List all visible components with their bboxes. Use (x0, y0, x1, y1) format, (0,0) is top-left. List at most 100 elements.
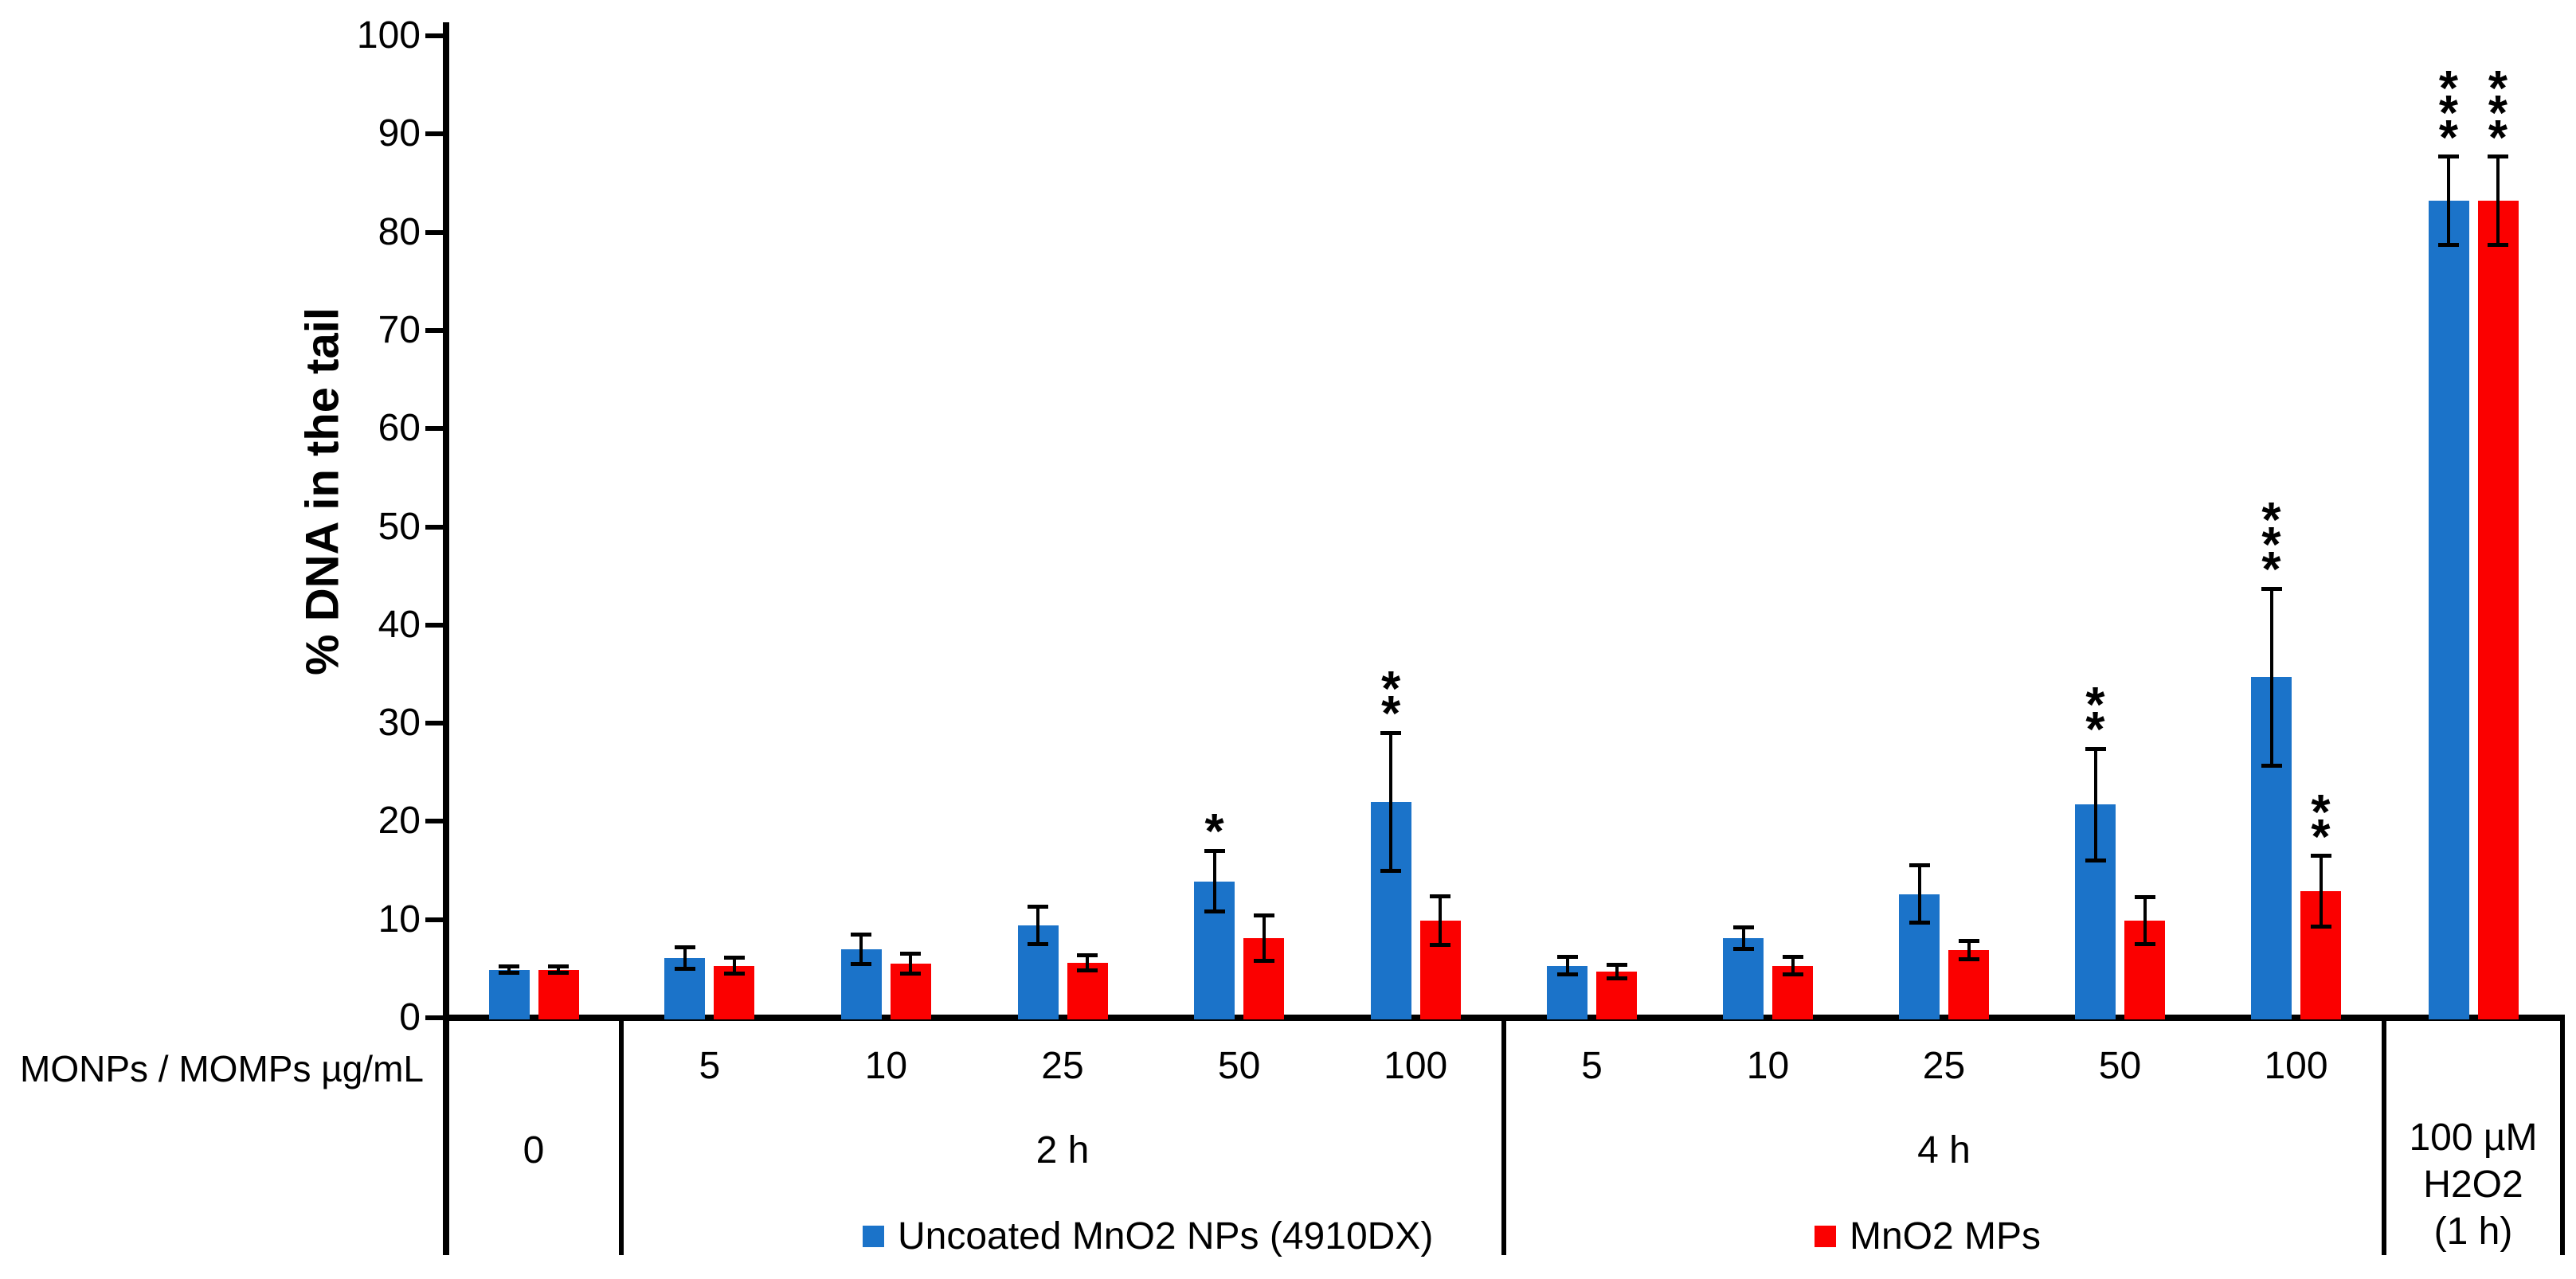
error-bar-cap-top (2310, 854, 2331, 859)
y-tick-label: 80 (378, 210, 421, 253)
error-bar-cap-top (1253, 913, 1274, 918)
error-bar-cap-top (1028, 905, 1048, 909)
error-bar-cap-top (1204, 848, 1225, 853)
error-bar-cap-top (1606, 962, 1627, 967)
error-bar-cap-bottom (1380, 868, 1402, 873)
error-bar-cap-bottom (2488, 243, 2508, 248)
error-bar-cap-bottom (1958, 956, 1979, 961)
error-bar-whisker (1791, 956, 1795, 975)
group-divider (1501, 1021, 1506, 1255)
error-bar-cap-bottom (851, 961, 872, 966)
significance-asterisks: * * * (2488, 61, 2508, 166)
error-bar-cap-top (1380, 730, 1402, 735)
significance-asterisks: * (1204, 804, 1224, 860)
y-tick-label: 0 (399, 996, 421, 1038)
y-tick-label: 100 (356, 14, 421, 57)
y-tick-label: 90 (378, 112, 421, 155)
x-concentration-label: 5 (699, 1045, 721, 1087)
y-tick-label: 50 (378, 505, 421, 548)
y-tick-label: 30 (378, 702, 421, 745)
error-bar-whisker (683, 947, 687, 969)
y-tick-mark (425, 1015, 443, 1020)
error-bar-cap-top (2438, 154, 2459, 159)
y-tick-label: 40 (378, 603, 421, 646)
y-tick-mark (425, 524, 443, 530)
legend-marker-red (1815, 1226, 1836, 1247)
legend-label-blue: Uncoated MnO2 NPs (4910DX) (898, 1215, 1434, 1257)
error-bar-cap-top (1732, 925, 1754, 930)
y-tick-mark (425, 131, 443, 137)
error-bar-cap-bottom (1077, 968, 1098, 973)
error-bar-cap-bottom (1909, 920, 1930, 925)
error-bar-whisker (2093, 749, 2097, 861)
y-tick-mark (425, 327, 443, 333)
x-concentration-label: 25 (1041, 1045, 1084, 1087)
x-group-label: 0 (523, 1129, 545, 1171)
error-bar-cap-top (900, 952, 922, 956)
error-bar-whisker (557, 966, 560, 973)
error-bar-cap-top (499, 964, 519, 969)
y-tick-label: 70 (378, 308, 421, 351)
error-bar-cap-top (1077, 952, 1098, 957)
x-concentration-label: 100 (1384, 1045, 1448, 1087)
significance-asterisks: * * * (2438, 61, 2459, 166)
y-tick-mark (425, 917, 443, 922)
error-bar-cap-bottom (1028, 942, 1048, 947)
error-bar-cap-bottom (2085, 859, 2106, 863)
error-bar-whisker (2496, 156, 2500, 245)
error-bar-cap-top (548, 964, 569, 969)
error-bar-cap-bottom (2261, 763, 2282, 768)
error-bar-cap-bottom (1782, 972, 1803, 977)
x-concentration-label: 50 (1217, 1045, 1261, 1087)
x-concentration-label: 10 (864, 1045, 908, 1087)
y-axis-line (443, 22, 449, 1255)
y-tick-mark (425, 622, 443, 628)
error-bar-cap-top (1556, 955, 1578, 960)
y-tick-mark (425, 426, 443, 432)
bar-mno2-mps (538, 969, 579, 1019)
error-bar-cap-top (2134, 894, 2155, 899)
error-bar-whisker (1439, 896, 1443, 945)
significance-asterisks: * * (1381, 662, 1401, 742)
bar-mno2-mps (2477, 201, 2519, 1019)
error-bar-cap-bottom (1430, 943, 1451, 948)
error-bar-whisker (859, 934, 863, 964)
error-bar-cap-bottom (2134, 942, 2155, 947)
x-concentration-label: 100 (2264, 1045, 2328, 1087)
group-divider (2560, 1021, 2565, 1255)
legend-label-red: MnO2 MPs (1850, 1215, 2042, 1257)
error-bar-cap-bottom (1253, 958, 1274, 963)
error-bar-cap-top (2488, 154, 2508, 159)
y-tick-mark (425, 33, 443, 38)
error-bar-whisker (1917, 865, 1921, 923)
error-bar-cap-top (2085, 746, 2106, 751)
error-bar-whisker (732, 957, 736, 974)
error-bar-cap-top (723, 956, 745, 960)
y-tick-label: 60 (378, 407, 421, 450)
bar-uncoated-mno2-nps (488, 969, 530, 1019)
error-bar-cap-top (2261, 586, 2282, 591)
x-concentration-label: 5 (1581, 1045, 1603, 1087)
bar-uncoated-mno2-nps (2428, 201, 2469, 1019)
significance-asterisks: * * * (2261, 493, 2281, 598)
y-tick-label: 20 (378, 800, 421, 843)
error-bar-whisker (2269, 589, 2273, 766)
y-tick-mark (425, 229, 443, 235)
legend-marker-blue (863, 1226, 884, 1247)
error-bar-whisker (1262, 915, 1266, 961)
error-bar-cap-top (1909, 863, 1930, 868)
error-bar-whisker (1967, 941, 1971, 959)
x-group-label: 100 µM H2O2 (1 h) (2409, 1117, 2538, 1253)
error-bar-whisker (2447, 156, 2450, 245)
error-bar-whisker (1741, 927, 1745, 949)
error-bar-cap-bottom (499, 970, 519, 975)
y-tick-mark (425, 819, 443, 824)
bar-mno2-mps (1948, 949, 1989, 1019)
error-bar-cap-top (1782, 955, 1803, 960)
y-tick-label: 10 (378, 898, 421, 941)
error-bar-cap-bottom (1556, 972, 1578, 977)
x-axis-row-label: MONPs / MOMPs µg/mL (20, 1048, 424, 1089)
x-group-label: 4 h (1917, 1129, 1971, 1171)
error-bar-whisker (2143, 897, 2147, 945)
